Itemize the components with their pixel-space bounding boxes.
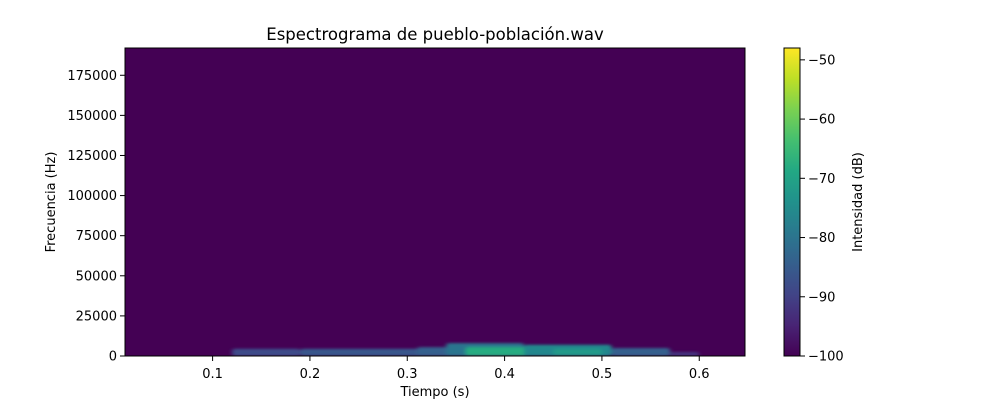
x-tick-label: 0.2 [300,367,321,382]
y-axis: 0 25000 50000 75000 100000 125000 150000 175000 [67,69,125,365]
colorbar-tick-label: −60 [808,113,835,128]
colorbar-tick-label: −100 [808,350,844,365]
y-axis-label: Frecuencia (Hz) [44,152,59,253]
y-tick-label: 25000 [76,309,117,324]
colorbar-tick-label: −90 [808,290,835,305]
energy-region [611,347,671,356]
energy-region [553,348,602,356]
x-tick-label: 0.4 [494,367,515,382]
colorbar [783,47,801,357]
spectrogram-energy [232,343,700,356]
y-tick-label: 125000 [67,149,117,164]
x-tick-label: 0.1 [202,367,223,382]
y-tick-label: 50000 [76,269,117,284]
energy-region [300,348,437,356]
y-tick-label: 100000 [67,189,117,204]
energy-region [232,348,301,356]
plot-frame [124,47,746,357]
plot-background [125,48,745,356]
y-tick-label: 0 [109,350,117,365]
y-tick-label: 175000 [67,69,117,84]
colorbar-tick-label: −50 [808,53,835,68]
colorbar-axis: −100 −90 −80 −70 −60 −50 [800,53,844,365]
x-tick-label: 0.6 [689,367,710,382]
chart-title: Espectrograma de pueblo-población.wav [266,25,604,44]
x-tick-label: 0.5 [592,367,613,382]
y-tick-label: 75000 [76,229,117,244]
y-tick-label: 150000 [67,109,117,124]
x-axis: 0.1 0.2 0.3 0.4 0.5 0.6 [202,356,710,382]
colorbar-tick-label: −80 [808,231,835,246]
colorbar-label: Intensidad (dB) [851,152,866,252]
colorbar-tick-label: −70 [808,172,835,187]
x-axis-label: Tiempo (s) [399,385,469,400]
x-tick-label: 0.3 [397,367,418,382]
energy-region [670,351,700,356]
